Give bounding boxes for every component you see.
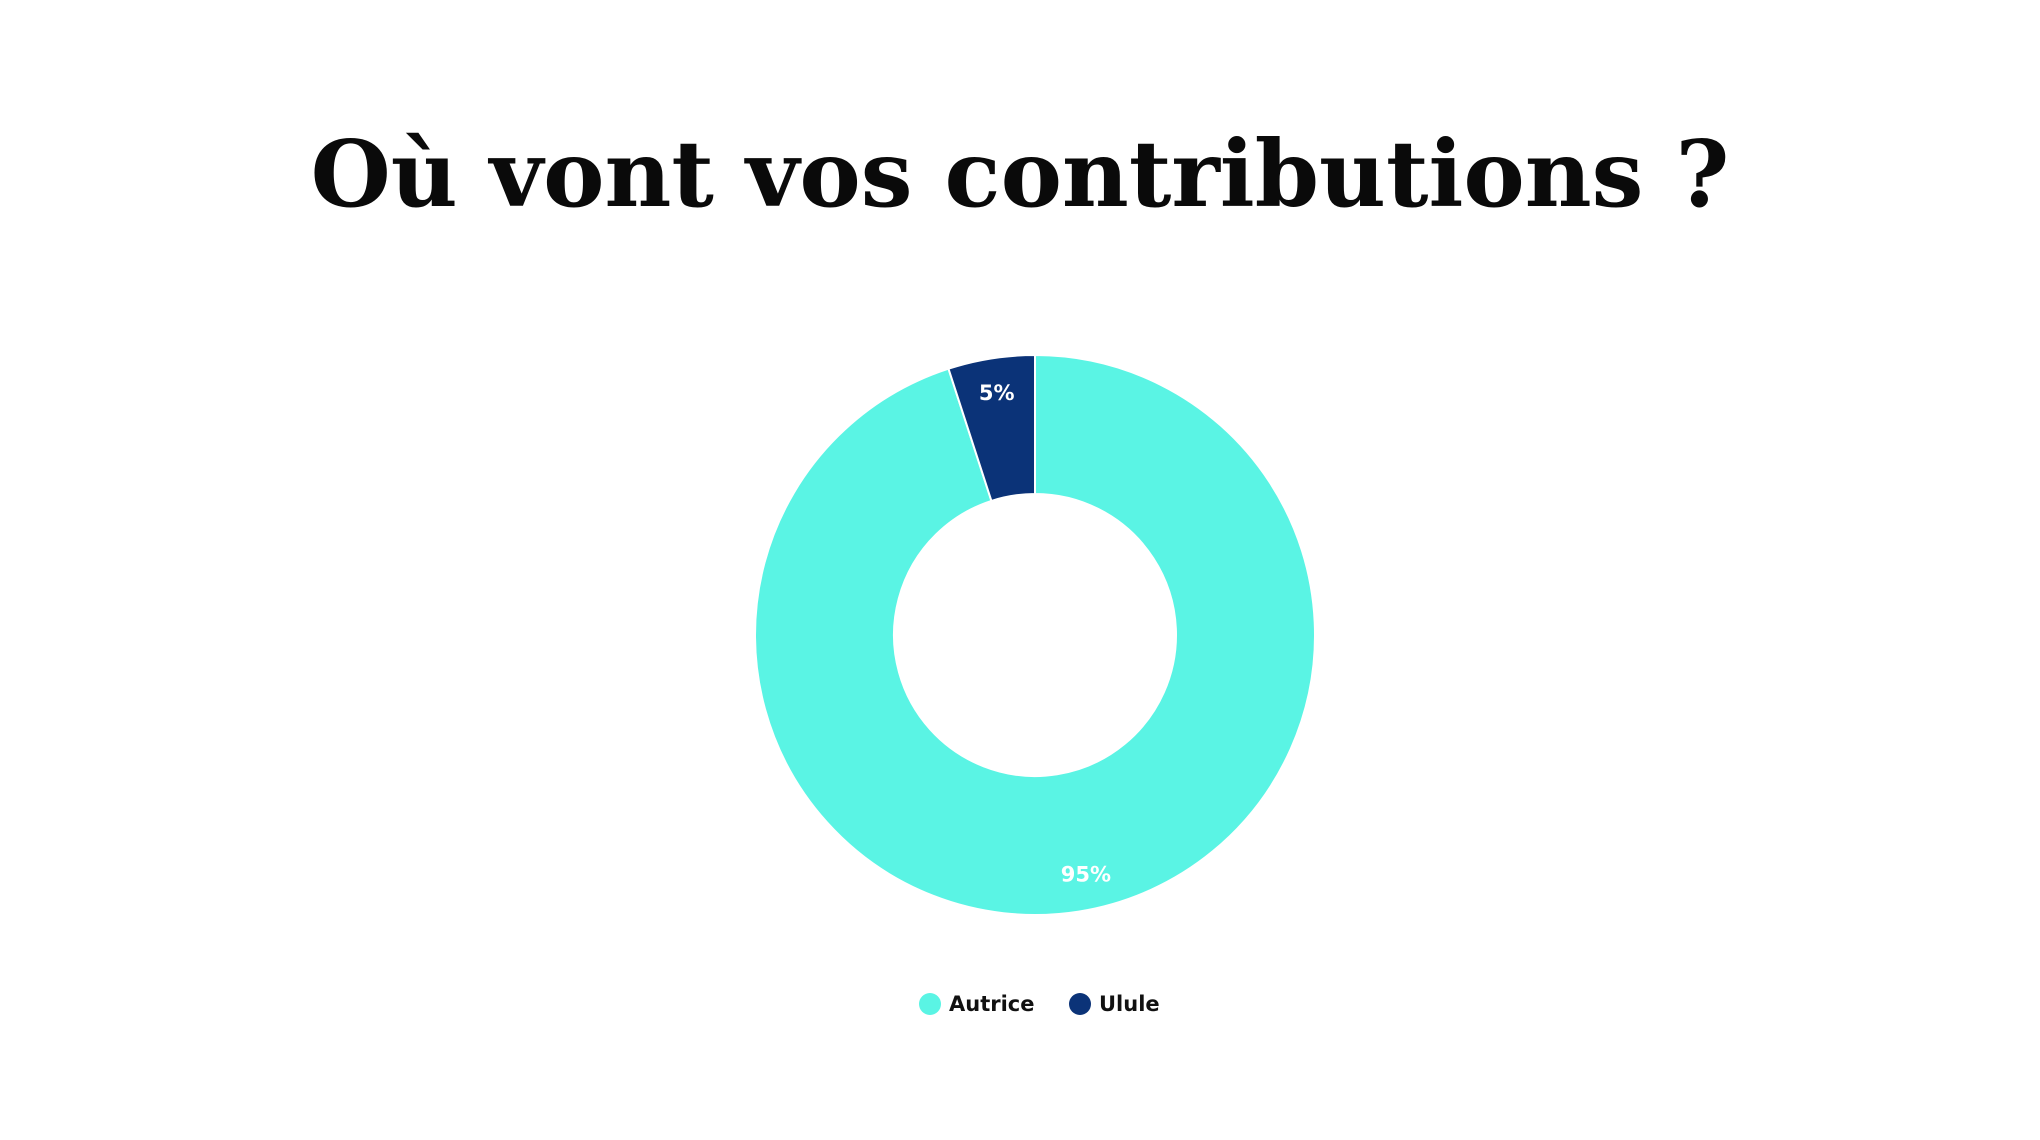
legend-label-ulule: Ulule — [1099, 992, 1160, 1016]
chart-legend: Autrice Ulule — [919, 992, 1160, 1016]
donut-slice-ulule — [947, 353, 1036, 503]
page-title: Où vont vos contributions ? — [310, 120, 1730, 228]
legend-label-autrice: Autrice — [949, 992, 1035, 1016]
donut-slice-labels: 95% 5% — [979, 381, 1111, 887]
data-label-autrice: 95% — [1061, 863, 1111, 887]
legend-item-ulule: Ulule — [1069, 992, 1160, 1016]
donut-slices — [754, 353, 1316, 916]
legend-swatch-autrice — [919, 993, 941, 1015]
donut-slice-autrice — [754, 353, 1316, 916]
legend-item-autrice: Autrice — [919, 992, 1035, 1016]
legend-swatch-ulule — [1069, 993, 1091, 1015]
data-label-ulule: 5% — [979, 381, 1015, 405]
